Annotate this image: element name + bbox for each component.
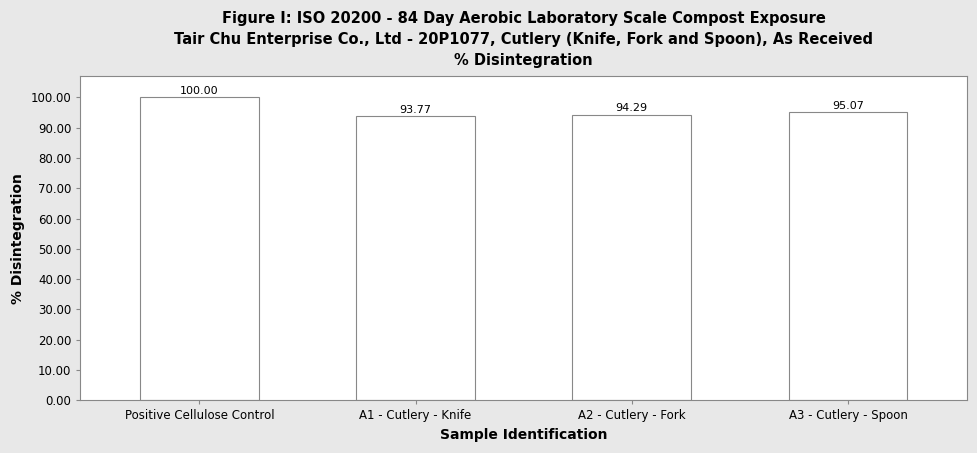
Bar (787, 112, 907, 400)
Bar (572, 115, 691, 400)
Text: 95.07: 95.07 (831, 101, 863, 111)
Bar (140, 97, 259, 400)
Y-axis label: % Disintegration: % Disintegration (11, 173, 25, 304)
Text: 94.29: 94.29 (616, 103, 647, 113)
Text: 93.77: 93.77 (400, 105, 431, 115)
Bar (356, 116, 475, 400)
X-axis label: Sample Identification: Sample Identification (440, 428, 607, 442)
Title: Figure I: ISO 20200 - 84 Day Aerobic Laboratory Scale Compost Exposure
Tair Chu : Figure I: ISO 20200 - 84 Day Aerobic Lab… (174, 11, 872, 68)
Text: 100.00: 100.00 (180, 86, 219, 96)
